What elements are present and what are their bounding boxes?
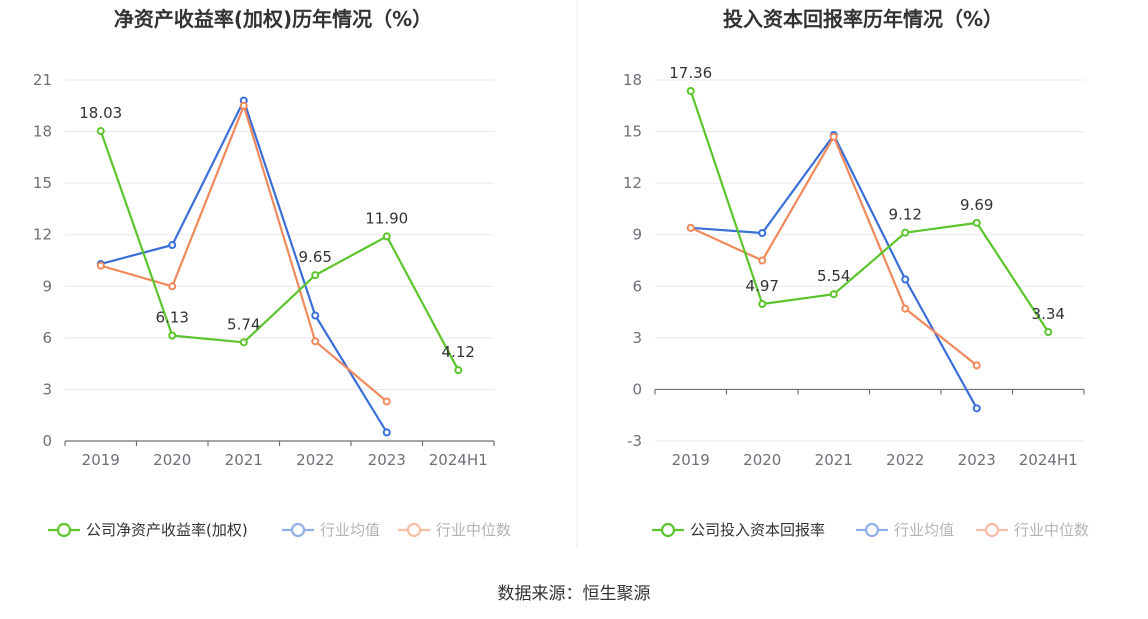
data-source: 数据来源：恒生聚源	[498, 584, 651, 604]
y-tick-label: 9	[42, 277, 52, 295]
series-line-industry_avg	[100, 99, 388, 433]
data-point-company[interactable]	[168, 331, 177, 340]
roic-chart: 投入资本回报率历年情况（%） -3 0 3 6 9 12 15 18 2019 2020 2021 20…	[623, 7, 1089, 539]
data-label: 18.03	[79, 104, 122, 122]
legend-item-industry_avg[interactable]: 行业均值	[856, 521, 954, 539]
legend-item-industry_median[interactable]: 行业中位数	[976, 521, 1089, 539]
data-point-industry_median[interactable]	[239, 101, 248, 110]
x-tick-label: 2023	[958, 451, 996, 469]
x-tick-label: 2022	[296, 451, 334, 469]
y-tick-label: 0	[42, 432, 52, 450]
legend-label: 行业中位数	[436, 521, 511, 539]
y-tick-label: 3	[42, 380, 52, 398]
data-point-company[interactable]	[901, 228, 910, 237]
data-point-company[interactable]	[239, 338, 248, 347]
data-label: 5.74	[227, 315, 260, 333]
data-point-industry_avg[interactable]	[382, 428, 391, 437]
series-line-industry_median	[690, 135, 978, 367]
legend-label: 公司投入资本回报率	[690, 521, 825, 539]
y-tick-label: 0	[632, 380, 642, 398]
data-label: 6.13	[156, 309, 189, 327]
x-tick-label: 2019	[672, 451, 710, 469]
x-tick-label: 2019	[82, 451, 120, 469]
y-tick-label: 15	[623, 123, 642, 141]
data-point-industry_median[interactable]	[901, 304, 910, 313]
x-tick-label: 2024H1	[1019, 451, 1078, 469]
data-point-industry_median[interactable]	[382, 397, 391, 406]
legend-item-company[interactable]: 公司投入资本回报率	[652, 521, 825, 539]
data-point-company[interactable]	[454, 366, 463, 375]
legend-item-company[interactable]: 公司净资产收益率(加权)	[48, 521, 248, 539]
x-tick-label: 2020	[743, 451, 781, 469]
data-point-industry_median[interactable]	[96, 261, 105, 270]
data-point-industry_median[interactable]	[168, 282, 177, 291]
legend-label: 行业均值	[320, 521, 380, 539]
data-point-company[interactable]	[1044, 328, 1053, 337]
y-tick-label: -3	[627, 432, 642, 450]
roe-chart: 净资产收益率(加权)历年情况（%） 0 3 6 9 12 15 18 21 2019 2020 202…	[33, 7, 511, 539]
data-point-company[interactable]	[96, 127, 105, 136]
chart-title: 净资产收益率(加权)历年情况（%）	[114, 7, 432, 31]
y-tick-label: 6	[42, 329, 52, 347]
data-point-industry_median[interactable]	[311, 337, 320, 346]
legend-marker	[290, 522, 306, 538]
legend-label: 行业均值	[894, 521, 954, 539]
legend-label: 公司净资产收益率(加权)	[86, 521, 248, 539]
data-point-industry_avg[interactable]	[901, 275, 910, 284]
x-tick-label: 2023	[368, 451, 406, 469]
data-point-industry_avg[interactable]	[972, 404, 981, 413]
legend-item-industry_median[interactable]: 行业中位数	[398, 521, 511, 539]
legend-marker	[864, 522, 880, 538]
data-label: 9.12	[889, 206, 922, 224]
y-tick-label: 3	[632, 329, 642, 347]
series-line-company	[689, 90, 1050, 333]
data-point-company[interactable]	[829, 290, 838, 299]
y-tick-label: 18	[33, 123, 52, 141]
y-tick-label: 15	[33, 174, 52, 192]
data-label: 3.34	[1032, 305, 1065, 323]
legend-marker	[406, 522, 422, 538]
data-point-industry_median[interactable]	[758, 256, 767, 265]
data-label: 5.54	[817, 267, 850, 285]
data-point-industry_avg[interactable]	[311, 311, 320, 320]
data-point-company[interactable]	[758, 299, 767, 308]
data-label: 11.90	[365, 209, 408, 227]
data-point-company[interactable]	[382, 232, 391, 241]
chart-title: 投入资本回报率历年情况（%）	[723, 7, 1003, 31]
data-label: 9.65	[299, 248, 332, 266]
x-tick-label: 2021	[815, 451, 853, 469]
x-tick-label: 2021	[225, 451, 263, 469]
legend-marker	[984, 522, 1000, 538]
y-tick-label: 6	[632, 277, 642, 295]
data-point-company[interactable]	[686, 87, 695, 96]
data-point-industry_avg[interactable]	[758, 228, 767, 237]
x-tick-label: 2020	[153, 451, 191, 469]
legend-item-industry_avg[interactable]: 行业均值	[282, 521, 380, 539]
data-label: 4.97	[746, 277, 779, 295]
y-tick-label: 9	[632, 226, 642, 244]
data-point-industry_median[interactable]	[829, 132, 838, 141]
x-tick-label: 2022	[886, 451, 924, 469]
data-point-industry_median[interactable]	[972, 361, 981, 370]
series-line-company	[99, 130, 460, 371]
data-point-company[interactable]	[311, 271, 320, 280]
y-tick-label: 12	[623, 174, 642, 192]
legend-label: 行业中位数	[1014, 521, 1089, 539]
y-tick-label: 21	[33, 71, 52, 89]
y-tick-label: 18	[623, 71, 642, 89]
data-label: 9.69	[960, 196, 993, 214]
data-point-company[interactable]	[972, 218, 981, 227]
y-tick-label: 12	[33, 226, 52, 244]
data-point-industry_median[interactable]	[686, 223, 695, 232]
x-tick-label: 2024H1	[429, 451, 488, 469]
data-label: 17.36	[669, 64, 712, 82]
data-label: 4.12	[442, 343, 475, 361]
data-point-industry_avg[interactable]	[168, 241, 177, 250]
legend-marker	[56, 522, 72, 538]
legend-marker	[660, 522, 676, 538]
